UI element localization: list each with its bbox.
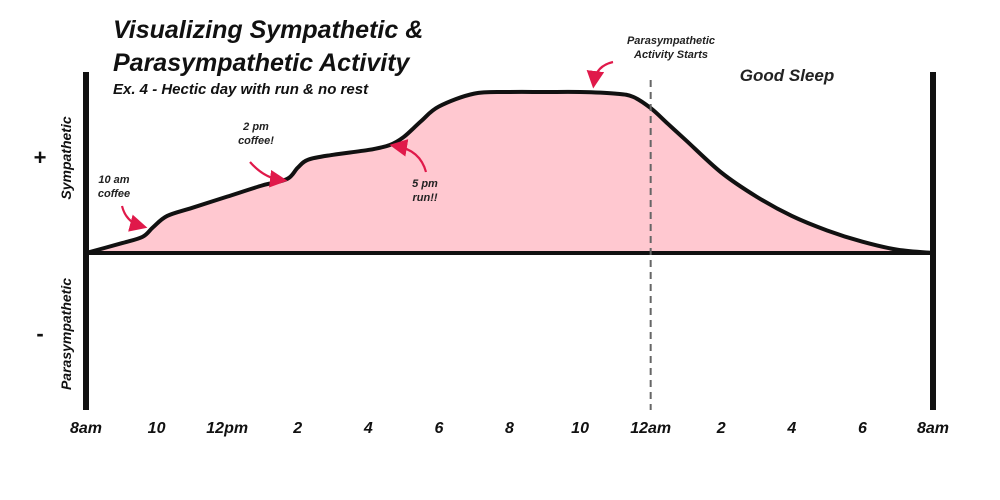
activity-curve-line bbox=[85, 89, 934, 255]
annotation-arrow-3 bbox=[586, 60, 614, 89]
annotations: 10 am coffee 2 pm coffee! 5 pm run!! Parasympa… bbox=[98, 35, 715, 232]
x-tick-label-0: 8am bbox=[70, 420, 102, 437]
annotation-arrow-0 bbox=[120, 205, 148, 232]
positive-sign: + bbox=[33, 145, 47, 170]
x-tick-label-12: 8am bbox=[917, 420, 949, 437]
annotation-text-2: 5 pm run!! bbox=[412, 178, 438, 204]
x-tick-label-2: 12pm bbox=[206, 420, 248, 437]
annotation-arrow-1 bbox=[249, 161, 288, 188]
x-tick-label-3: 2 bbox=[292, 420, 302, 437]
good-sleep-label: Good Sleep bbox=[740, 66, 834, 85]
x-tick-label-11: 6 bbox=[858, 420, 867, 437]
negative-sign: - bbox=[36, 321, 44, 346]
annotation-arrow-2 bbox=[389, 139, 428, 173]
chart-subtitle: Ex. 4 - Hectic day with run & no rest bbox=[113, 81, 369, 98]
x-tick-label-9: 2 bbox=[716, 420, 726, 437]
annotation-text-3: Parasympathetic Activity Starts bbox=[627, 35, 715, 61]
x-tick-labels: 8am 10 12pm 2 4 6 8 10 12am 2 4 6 8am bbox=[70, 420, 949, 437]
annotation-text-1: 2 pm coffee! bbox=[238, 121, 274, 147]
x-tick-label-5: 6 bbox=[434, 420, 443, 437]
annotation-text-0: 10 am coffee bbox=[98, 174, 130, 200]
x-tick-label-1: 10 bbox=[148, 420, 166, 437]
x-tick-label-7: 10 bbox=[571, 420, 589, 437]
chart-title-line-1: Visualizing Sympathetic & bbox=[113, 16, 424, 44]
x-tick-label-8: 12am bbox=[630, 420, 671, 437]
x-tick-label-10: 4 bbox=[786, 420, 796, 437]
sympathetic-area-fill bbox=[86, 91, 933, 253]
chart-title-line-2: Parasympathetic Activity bbox=[113, 49, 410, 77]
x-tick-label-6: 8 bbox=[505, 420, 514, 437]
x-tick-label-4: 4 bbox=[363, 420, 373, 437]
